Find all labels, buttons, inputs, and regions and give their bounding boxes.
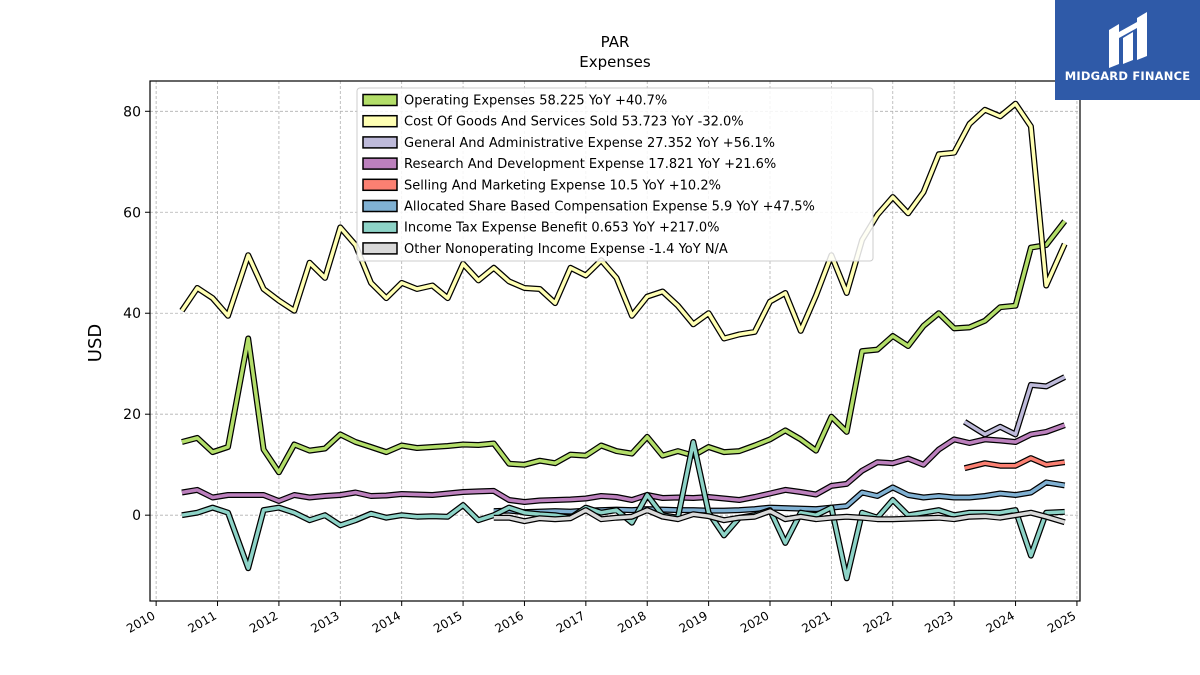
x-tick-label: 2010: [124, 608, 157, 635]
legend-label: General And Administrative Expense 27.35…: [404, 136, 775, 151]
x-tick-label: 2025: [1045, 608, 1078, 635]
x-tick-label: 2024: [984, 608, 1017, 635]
legend-label: Selling And Marketing Expense 10.5 YoY +…: [404, 178, 721, 193]
x-tick-label: 2015: [431, 608, 464, 635]
brand-logo: MIDGARD FINANCE: [1055, 0, 1200, 100]
x-tick-label: 2011: [186, 608, 219, 635]
series-line-0: [181, 220, 1067, 475]
chart-subtitle: Expenses: [579, 53, 651, 71]
x-tick-label: 2022: [861, 608, 894, 635]
legend: Operating Expenses 58.225 YoY +40.7% Cost…: [356, 87, 874, 262]
x-tick-label: 2016: [493, 608, 526, 635]
x-tick-label: 2019: [677, 608, 710, 635]
series-line-3: [181, 423, 1066, 504]
legend-label: Research And Development Expense 17.821 …: [404, 157, 776, 172]
y-tick-label: 40: [123, 306, 141, 322]
y-tick-label: 0: [132, 508, 141, 524]
legend-swatch: [362, 157, 398, 170]
series-line-1: [180, 101, 1067, 341]
brand-name: MIDGARD FINANCE: [1064, 69, 1191, 83]
y-axis-label: USD: [85, 324, 106, 362]
x-tick-label: 2023: [922, 608, 955, 635]
legend-swatch: [362, 220, 398, 234]
x-tick-label: 2018: [615, 608, 648, 635]
y-tick-label: 80: [123, 104, 141, 120]
series-line-7: [493, 508, 1066, 524]
series-line-outline: [181, 422, 1066, 505]
legend-label: Other Nonoperating Income Expense -1.4 Y…: [404, 242, 728, 257]
legend-box: [356, 87, 874, 262]
x-tick-label: 2021: [799, 608, 832, 635]
x-tick-label: 2017: [554, 608, 587, 635]
legend-label: Allocated Share Based Compensation Expen…: [404, 200, 815, 215]
series-lines: [179, 100, 1068, 582]
legend-label: Income Tax Expense Benefit 0.653 YoY +21…: [404, 221, 719, 236]
plot-frame: [149, 80, 1081, 602]
x-tick-label: 2012: [247, 608, 280, 635]
midgard-logo-icon: [1109, 12, 1147, 68]
x-tick-label: 2014: [370, 608, 403, 635]
legend-swatch: [362, 93, 398, 107]
legend-swatch: [362, 114, 398, 128]
chart-title: PAR: [601, 33, 630, 51]
x-tick-label: 2020: [738, 608, 771, 635]
legend-swatch: [362, 136, 398, 149]
legend-label: Cost Of Goods And Services Sold 53.723 Y…: [404, 115, 744, 130]
y-tick-label: 60: [123, 205, 141, 221]
legend-label: Operating Expenses 58.225 YoY +40.7%: [404, 94, 667, 109]
legend-swatch: [362, 242, 398, 255]
x-tick-label: 2013: [308, 608, 341, 635]
series-line-2: [963, 375, 1066, 437]
legend-swatch: [362, 178, 398, 192]
series-line-4: [964, 456, 1065, 470]
y-tick-label: 20: [123, 407, 141, 423]
legend-swatch: [362, 199, 398, 213]
